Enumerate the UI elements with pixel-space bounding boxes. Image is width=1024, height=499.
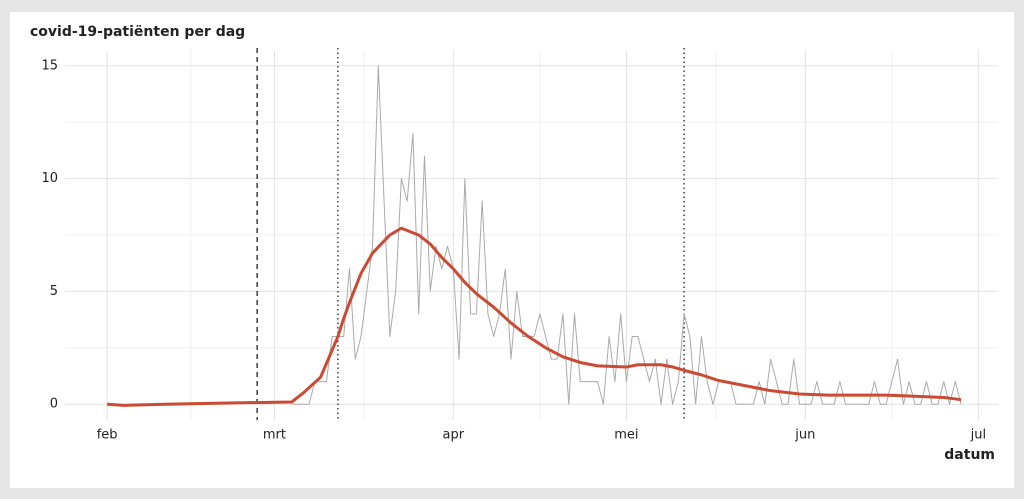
series-line [291,65,962,405]
x-tick-label: apr [443,428,465,443]
y-tick-label: 10 [41,171,58,186]
x-tick-label: feb [97,428,118,443]
x-tick-label: jun [794,428,815,443]
x-tick-label: mei [614,428,638,443]
x-tick-label: jul [970,428,986,443]
x-tick-label: mrt [263,428,286,443]
x-axis-label: datum [944,447,995,463]
panel [10,12,1014,488]
series-line [107,226,962,407]
y-tick-label: 0 [50,397,58,412]
y-tick-label: 5 [50,284,58,299]
chart-title: covid-19-patiënten per dag [30,24,245,40]
y-tick-label: 15 [41,58,58,73]
